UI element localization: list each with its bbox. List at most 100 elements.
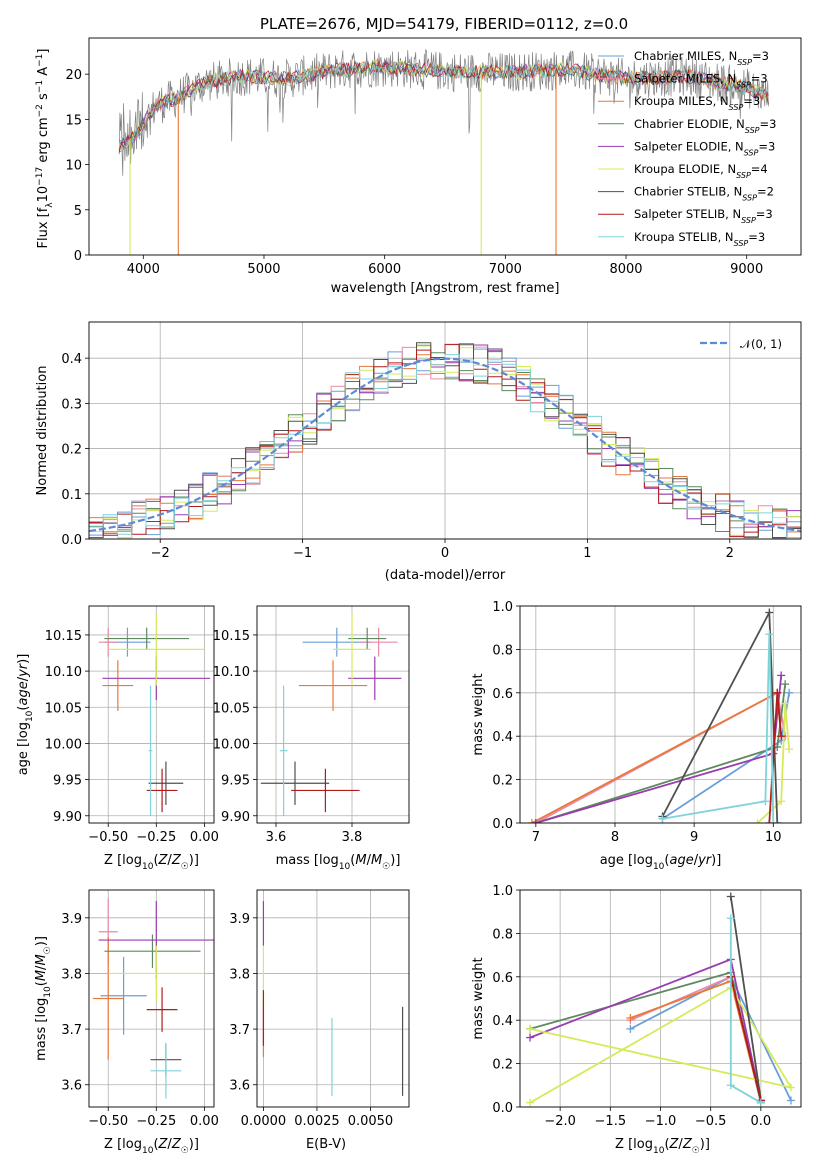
x-axis-label: mass [log10(M/M☉)] bbox=[276, 853, 401, 872]
plot-area bbox=[260, 613, 402, 816]
y-tick-label: 9.90 bbox=[53, 810, 82, 825]
x-axis-label: wavelength [Angstrom, rest frame] bbox=[331, 281, 560, 296]
y-tick-label: 0.0 bbox=[492, 817, 513, 832]
x-tick-label: −1.0 bbox=[645, 1114, 677, 1129]
axes-border bbox=[256, 605, 410, 824]
y-tick-label: 3.6 bbox=[229, 1079, 250, 1094]
x-tick-label: −0.50 bbox=[88, 1114, 128, 1129]
y-tick-label: 3.6 bbox=[61, 1079, 82, 1094]
y-tick-label: 9.90 bbox=[221, 810, 250, 825]
x-tick-label: 0.0 bbox=[751, 1114, 772, 1129]
y-tick-label: 10.00 bbox=[45, 737, 82, 752]
legend-label: Salpeter STELIB, NSSP=3 bbox=[634, 207, 773, 225]
y-axis-label: mass [log10(M/M☉)] bbox=[34, 936, 53, 1061]
y-tick-label: 0.0 bbox=[492, 1101, 513, 1116]
figure-title: PLATE=2676, MJD=54179, FIBERID=0112, z=0… bbox=[260, 15, 628, 33]
legend-label: Salpeter MILES, NSSP=3 bbox=[634, 72, 768, 90]
y-tick-label: 1.0 bbox=[492, 884, 513, 899]
x-tick-label: 0 bbox=[441, 546, 449, 561]
plot-area bbox=[89, 342, 801, 539]
weight-series-line bbox=[662, 634, 775, 823]
weight-series-line bbox=[729, 976, 762, 1101]
panel-residuals: −2 −1 0 1 2 0.0 0.1 0.2 0.3 0.4 bbox=[61, 321, 802, 561]
x-tick-label: −2.0 bbox=[544, 1114, 576, 1129]
legend-label: Kroupa MILES, NSSP=3 bbox=[634, 94, 760, 112]
x-axis-label: (data-model)/error bbox=[385, 568, 506, 583]
x-tick-label: −0.5 bbox=[695, 1114, 727, 1129]
x-tick-label: −1.5 bbox=[595, 1114, 627, 1129]
y-tick-label: 10.10 bbox=[213, 665, 250, 680]
x-tick-label: 8 bbox=[611, 830, 619, 845]
x-tick-label: 5000 bbox=[247, 262, 280, 277]
y-tick-label: 10.00 bbox=[213, 737, 250, 752]
x-tick-label: 10 bbox=[765, 830, 782, 845]
y-tick-label: 3.8 bbox=[61, 967, 82, 982]
y-tick-label: 20 bbox=[65, 68, 82, 83]
panel-weight_vs_Z: −2.0 −1.5 −1.0 −0.5 0.0 0.0 0.2 0.4 0.6 0.8 1.0 bbox=[492, 884, 802, 1129]
legend-label: Chabrier ELODIE, NSSP=3 bbox=[634, 117, 776, 135]
y-tick-label: 3.7 bbox=[229, 1023, 250, 1038]
x-tick-label: −2 bbox=[151, 546, 170, 561]
plot-area bbox=[527, 608, 794, 823]
plot-area bbox=[98, 613, 211, 816]
axes-frame: 7 8 9 10 0.0 0.2 0.4 0.6 0.8 1.0 bbox=[492, 600, 802, 845]
y-tick-label: 3.7 bbox=[61, 1023, 82, 1038]
axes-frame: 4000 5000 6000 7000 8000 9000 0 5 10 15 20 bbox=[65, 37, 802, 277]
axes-border bbox=[519, 605, 802, 824]
y-tick-label: 10.05 bbox=[213, 701, 250, 716]
plot-area bbox=[118, 48, 769, 255]
x-tick-label: −1 bbox=[293, 546, 312, 561]
y-tick-label: 0.2 bbox=[492, 1058, 513, 1073]
legend-label: 𝒩(0, 1) bbox=[740, 337, 782, 351]
axes-frame: −0.50 −0.25 0.00 9.90 9.95 10.00 10.05 10.10 10.… bbox=[45, 605, 219, 845]
panel-mass_vs_Z: −0.50 −0.25 0.00 3.6 3.7 3.8 3.9 bbox=[61, 889, 219, 1129]
y-tick-label: 0.8 bbox=[492, 927, 513, 942]
panel-mass_vs_ebv: 0.0000 0.0025 0.0050 3.6 3.7 3.8 3.9 bbox=[229, 889, 410, 1129]
y-tick-label: 9.95 bbox=[53, 774, 82, 789]
y-tick-label: 3.9 bbox=[229, 912, 250, 927]
y-tick-label: 0.8 bbox=[492, 643, 513, 658]
y-tick-label: 0.1 bbox=[61, 488, 82, 503]
x-tick-label: 0.0050 bbox=[348, 1114, 394, 1129]
y-tick-label: 0.0 bbox=[61, 533, 82, 548]
x-tick-label: −0.25 bbox=[136, 830, 176, 845]
y-axis-label: mass weight bbox=[471, 673, 486, 755]
x-tick-label: 0.0000 bbox=[241, 1114, 287, 1129]
y-tick-label: 0.4 bbox=[492, 1014, 513, 1029]
axes-frame: −2.0 −1.5 −1.0 −0.5 0.0 0.0 0.2 0.4 0.6 0.8 1.0 bbox=[492, 884, 802, 1129]
y-tick-label: 0.3 bbox=[61, 397, 82, 412]
y-tick-label: 0.4 bbox=[492, 730, 513, 745]
axes-frame: −2 −1 0 1 2 0.0 0.1 0.2 0.3 0.4 bbox=[61, 321, 802, 561]
y-tick-label: 10.15 bbox=[213, 629, 250, 644]
axes-border bbox=[88, 889, 215, 1108]
weight-series-line bbox=[529, 958, 762, 1101]
x-axis-label: Z [log10(Z/Z☉)] bbox=[104, 853, 199, 872]
x-tick-label: 3.8 bbox=[342, 830, 363, 845]
y-tick-label: 5 bbox=[74, 204, 82, 219]
residual-histogram-step bbox=[89, 345, 801, 539]
y-tick-label: 0.6 bbox=[492, 971, 513, 986]
y-axis-label: age [log10(age/yr)] bbox=[16, 654, 35, 776]
legend-label: Kroupa ELODIE, NSSP=4 bbox=[634, 162, 768, 180]
y-axis-label: mass weight bbox=[471, 957, 486, 1039]
plot-area bbox=[262, 901, 404, 1096]
y-tick-label: 3.9 bbox=[61, 912, 82, 927]
x-axis-label: Z [log10(Z/Z☉)] bbox=[104, 1137, 199, 1156]
x-tick-label: 0.00 bbox=[190, 1114, 219, 1129]
axes-border bbox=[256, 889, 410, 1108]
x-axis-label: E(B-V) bbox=[306, 1137, 346, 1152]
x-tick-label: 1 bbox=[583, 546, 591, 561]
legend-label: Salpeter ELODIE, NSSP=3 bbox=[634, 139, 775, 157]
x-tick-label: 7 bbox=[532, 830, 540, 845]
plot-area bbox=[92, 898, 214, 1099]
axes-border bbox=[519, 889, 802, 1108]
axes-border bbox=[88, 37, 802, 256]
y-tick-label: 10.10 bbox=[45, 665, 82, 680]
y-tick-label: 9.95 bbox=[221, 774, 250, 789]
axes-frame: −0.50 −0.25 0.00 3.6 3.7 3.8 3.9 bbox=[61, 889, 219, 1129]
normal-distribution-curve bbox=[89, 357, 801, 533]
y-tick-label: 10.05 bbox=[45, 701, 82, 716]
x-tick-label: 6000 bbox=[368, 262, 401, 277]
x-axis-label: age [log10(age/yr)] bbox=[600, 853, 722, 872]
